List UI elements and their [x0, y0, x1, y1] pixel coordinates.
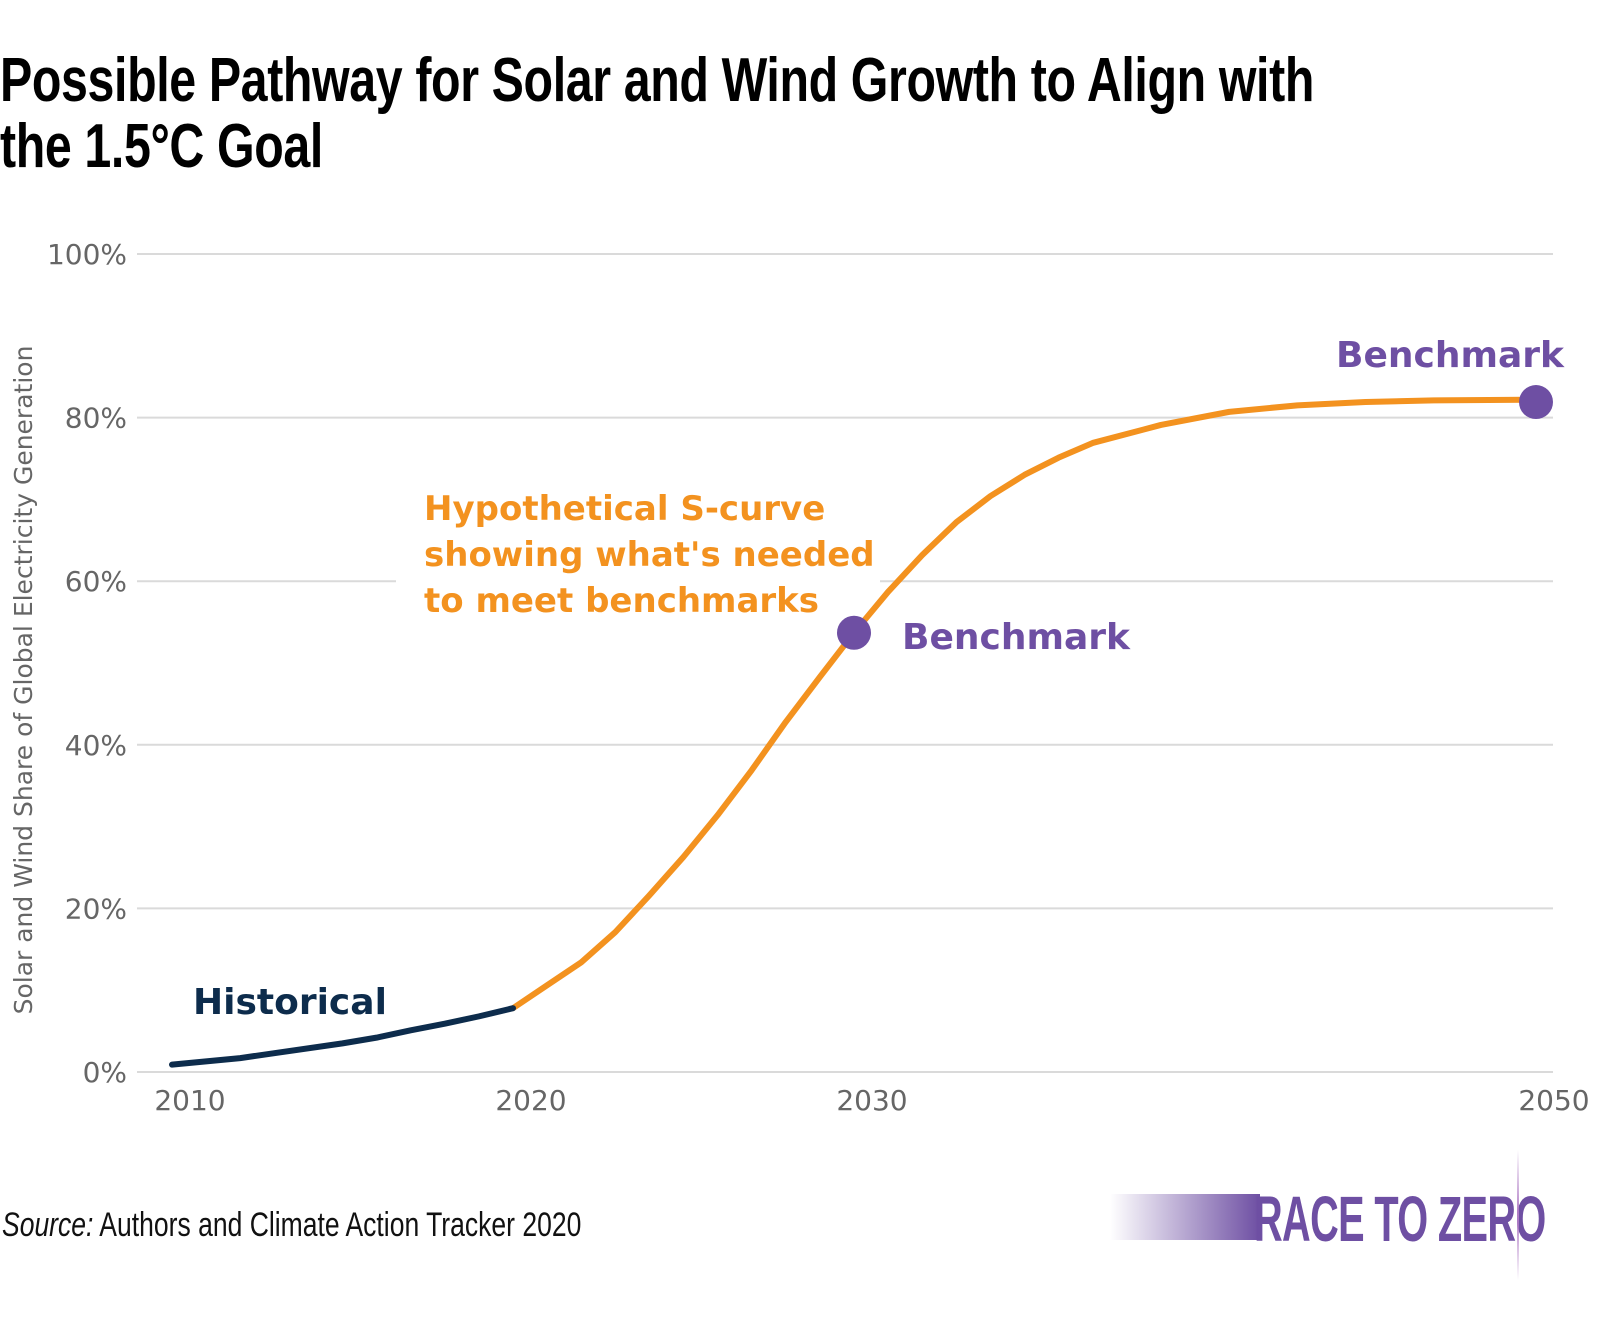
logo-gradient-bar [1110, 1194, 1260, 1240]
scurve-annotation-line-1: Hypothetical S-curve [424, 489, 825, 529]
logo-text: RACE TO ZERO [1254, 1183, 1546, 1255]
scurve-annotation-line-3: to meet benchmarks [424, 581, 819, 621]
x-tick-label: 2030 [836, 1084, 907, 1117]
y-tick-label: 20% [65, 892, 127, 925]
y-tick-label: 40% [65, 729, 127, 762]
benchmark-points [837, 385, 1553, 650]
race-to-zero-logo: RACE TO ZERO [1110, 1150, 1546, 1280]
scurve-annotation-line-2: showing what's needed [424, 535, 875, 575]
gridlines [137, 253, 1553, 1073]
historical-line [169, 1005, 516, 1068]
x-tick-label: 2020 [495, 1084, 566, 1117]
historical-annotation: Historical [193, 982, 387, 1023]
series-lines [169, 396, 1539, 1068]
chart-title-line-2: the 1.5°C Goal [0, 112, 323, 181]
x-tick-label: 2050 [1518, 1084, 1589, 1117]
x-tick-label: 2010 [154, 1084, 225, 1117]
scurve-line [510, 396, 1539, 1012]
benchmark-point-2050 [1519, 385, 1553, 420]
source-note: Source: Authors and Climate Action Track… [2, 1206, 581, 1245]
y-tick-label: 0% [83, 1056, 127, 1089]
benchmark-label-2030: Benchmark [902, 617, 1131, 658]
y-tick-label: 80% [65, 402, 127, 435]
benchmark-point-2030 [837, 615, 871, 650]
chart-title: Possible Pathway for Solar and Wind Grow… [0, 48, 1314, 180]
source-text: Authors and Climate Action Tracker 2020 [93, 1206, 582, 1244]
y-tick-label: 60% [65, 565, 127, 598]
y-tick-label: 100% [47, 238, 127, 271]
y-axis-label: Solar and Wind Share of Global Electrici… [9, 346, 38, 1015]
scurve-annotation: Hypothetical S-curve showing what's need… [424, 489, 875, 621]
x-axis-ticks: 2010 2020 2030 2050 [154, 1084, 1589, 1117]
chart-title-line-1: Possible Pathway for Solar and Wind Grow… [0, 46, 1314, 115]
benchmark-label-2050: Benchmark [1336, 335, 1565, 376]
logo-finish-line [1517, 1150, 1519, 1280]
y-axis-ticks: 0% 20% 40% 60% 80% 100% [47, 238, 127, 1089]
source-label: Source: [2, 1206, 94, 1244]
